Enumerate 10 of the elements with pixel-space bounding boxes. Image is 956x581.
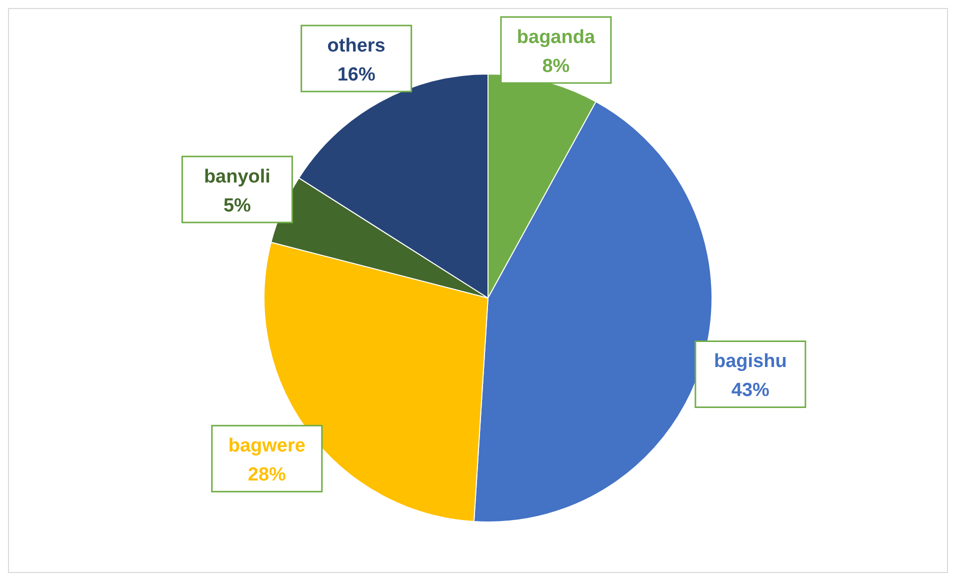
data-label: 28% [248, 464, 286, 486]
slice-label: bagwere [228, 436, 306, 457]
data-label: 43% [731, 380, 770, 402]
data-label: 8% [542, 56, 570, 77]
slice-label: bagishu [714, 351, 787, 372]
data-label: 16% [337, 64, 376, 86]
slice-label: baganda [516, 27, 596, 48]
data-label: 5% [223, 195, 252, 216]
slice-label: banyoli [204, 166, 270, 188]
slice-label: others [327, 36, 386, 57]
